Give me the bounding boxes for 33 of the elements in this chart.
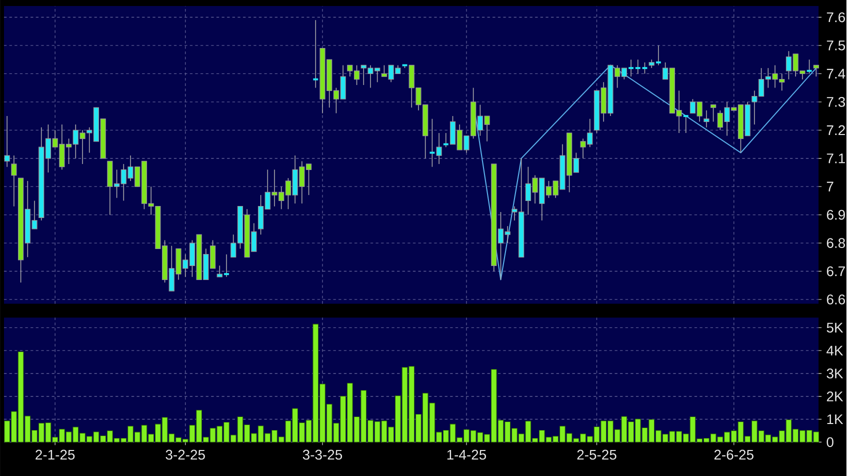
candlestick [682,115,690,134]
y-tick-label: 6.8 [826,238,845,248]
candlestick [634,59,642,74]
candlestick [710,104,716,122]
candlestick [813,64,819,77]
y-tick-label: 6.6 [826,294,845,304]
y-tick-label: 3K [826,368,844,378]
x-tick-label: 2-5-25 [577,450,616,460]
y-tick-label: 4K [826,346,844,356]
y-tick-label: 7.2 [826,125,845,136]
candlestick [312,20,320,88]
candlestick [641,62,648,74]
y-tick-label: 7 [826,182,834,192]
y-tick-label: 6.9 [826,210,845,220]
x-tick-label: 3-3-25 [302,450,342,460]
y-tick-label: 0 [826,437,834,448]
y-tick-label: 7.6 [826,12,845,22]
y-tick-label: 2K [826,392,844,402]
y-tick-label: 6.7 [826,266,845,276]
x-tick-label: 3-2-25 [166,450,205,460]
y-tick-label: 7.3 [826,96,845,107]
y-tick-label: 7.4 [826,68,846,78]
candlestick [11,155,17,207]
y-tick-label: 5K [826,322,844,333]
y-tick-label: 7.5 [826,40,846,50]
x-tick-label: 1-4-25 [447,450,486,460]
y-tick-label: 7.1 [826,154,845,164]
candlestick [4,116,10,168]
y-tick-label: 1K [827,414,844,424]
candlestick [806,59,813,74]
candlestick [704,110,710,128]
x-tick-label: 2-6-25 [714,450,754,460]
x-tick-label: 2-1-25 [36,450,75,460]
